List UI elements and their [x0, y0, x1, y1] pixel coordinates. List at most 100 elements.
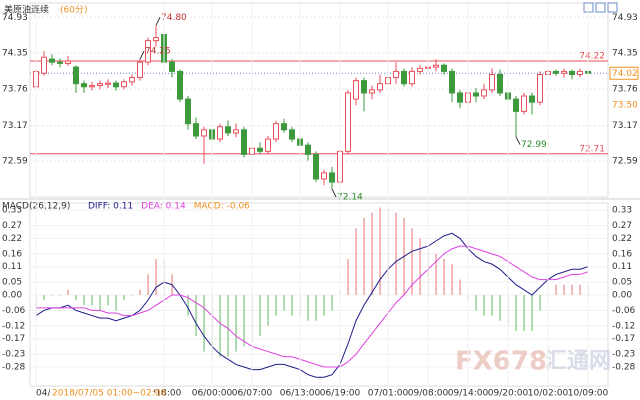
- x-tick-label: 10/02:00: [528, 389, 569, 399]
- macd-bar: [115, 295, 117, 311]
- y-tick-label: -0.06: [2, 306, 26, 316]
- indicator-line: [36, 245, 589, 368]
- annotation-label: 72.14: [337, 192, 363, 202]
- y-tick-label: 73.76: [2, 85, 28, 95]
- macd-bar: [259, 295, 261, 337]
- candle-body: [201, 129, 207, 137]
- y-tick-label: 74.93: [612, 13, 638, 23]
- cursor-label-box: [50, 387, 154, 399]
- macd-bar: [323, 295, 325, 316]
- candle-body: [265, 138, 271, 152]
- marker-label: 73.50: [612, 101, 638, 111]
- annotation-label: 74.25: [145, 47, 171, 57]
- macd-bar: [331, 295, 333, 311]
- icon-button[interactable]: [595, 2, 606, 13]
- x-tick-label: 09/08:00: [408, 389, 449, 399]
- macd-bar: [539, 295, 541, 311]
- candle-body: [329, 172, 335, 183]
- macd-bar: [227, 295, 229, 357]
- macd-bar: [523, 295, 525, 331]
- candle-body: [345, 92, 351, 152]
- chart-title: 美原油连续: [4, 4, 49, 16]
- candle-body: [529, 95, 535, 103]
- macd-bar: [75, 295, 77, 301]
- watermark: FX678: [455, 347, 547, 377]
- macd-bar: [59, 295, 61, 296]
- annotation-leader: [515, 136, 521, 145]
- macd-bar: [83, 295, 85, 306]
- macd-bar: [219, 295, 221, 357]
- candle-body: [377, 83, 383, 91]
- macd-bar: [531, 295, 533, 331]
- y-tick-label: -0.28: [612, 363, 636, 373]
- y-tick-label: -0.12: [612, 321, 635, 331]
- y-tick-label: 0.00: [612, 291, 632, 301]
- candle-body: [81, 83, 87, 88]
- macd-bar: [379, 207, 381, 295]
- candle-body: [417, 67, 423, 72]
- annotation-label: 74.80: [161, 13, 187, 23]
- candle-body: [561, 70, 567, 74]
- macd-bar: [459, 279, 461, 295]
- macd-bar: [243, 295, 245, 347]
- macd-bar: [195, 295, 197, 337]
- candle-body: [233, 129, 239, 134]
- x-tick-label: 06/19:00: [320, 389, 361, 399]
- macd-bar: [307, 295, 309, 321]
- macd-bar: [187, 295, 189, 316]
- y-tick-label: -0.17: [612, 334, 635, 344]
- y-tick-label: 0.11: [2, 262, 22, 272]
- legend-entry: MACD: -0.06: [194, 202, 250, 212]
- candle-body: [273, 123, 279, 140]
- y-tick-label: 0.33: [612, 206, 632, 216]
- candle-body: [129, 77, 135, 83]
- macd-bar: [43, 295, 45, 301]
- x-tick-label: 10/09:00: [568, 389, 609, 399]
- annotation-leader: [139, 50, 145, 60]
- candle-body: [369, 89, 375, 94]
- candle-body: [137, 61, 143, 79]
- macd-bar: [363, 217, 365, 295]
- candle-body: [241, 129, 247, 155]
- x-tick-label: 07/01:00: [368, 389, 409, 399]
- macd-bar: [411, 228, 413, 295]
- annotation-label: 72.99: [521, 140, 547, 150]
- macd-bar: [131, 295, 133, 296]
- candle-body: [65, 60, 71, 64]
- macd-bar: [283, 295, 285, 311]
- candle-body: [169, 61, 175, 72]
- y-tick-label: 0.22: [2, 234, 22, 244]
- y-tick-label: 74.93: [2, 13, 28, 23]
- macd-bar: [347, 259, 349, 295]
- toolbar-icons[interactable]: [583, 2, 618, 13]
- icon-button[interactable]: [607, 2, 618, 13]
- candle-body: [145, 40, 151, 63]
- y-tick-label: 73.17: [612, 121, 638, 131]
- y-tick-label: 0.11: [612, 262, 632, 272]
- y-tick-label: 0.00: [2, 291, 22, 301]
- macd-bar: [435, 253, 437, 295]
- candle-body: [57, 61, 63, 64]
- candle-body: [97, 83, 103, 87]
- candle-body: [313, 153, 319, 180]
- macd-bar: [107, 295, 109, 306]
- y-tick-label: 0.22: [612, 234, 632, 244]
- y-tick-label: 0.05: [612, 278, 632, 288]
- candle-body: [569, 70, 575, 75]
- candle-body: [73, 66, 79, 85]
- candle-body: [489, 73, 495, 91]
- candle-body: [89, 85, 95, 88]
- y-tick-label: 73.17: [2, 121, 28, 131]
- macd-bar: [579, 284, 581, 295]
- y-tick-label: 0.16: [612, 249, 632, 259]
- indicator-line: [35, 232, 589, 378]
- y-tick-label: 0.16: [2, 249, 22, 259]
- watermark: 汇通网: [545, 349, 611, 374]
- macd-bar: [315, 295, 317, 321]
- candle-body: [457, 92, 463, 103]
- x-tick-label: 09/20:00: [488, 389, 529, 399]
- macd-bar: [475, 295, 477, 311]
- macd-bar: [491, 295, 493, 316]
